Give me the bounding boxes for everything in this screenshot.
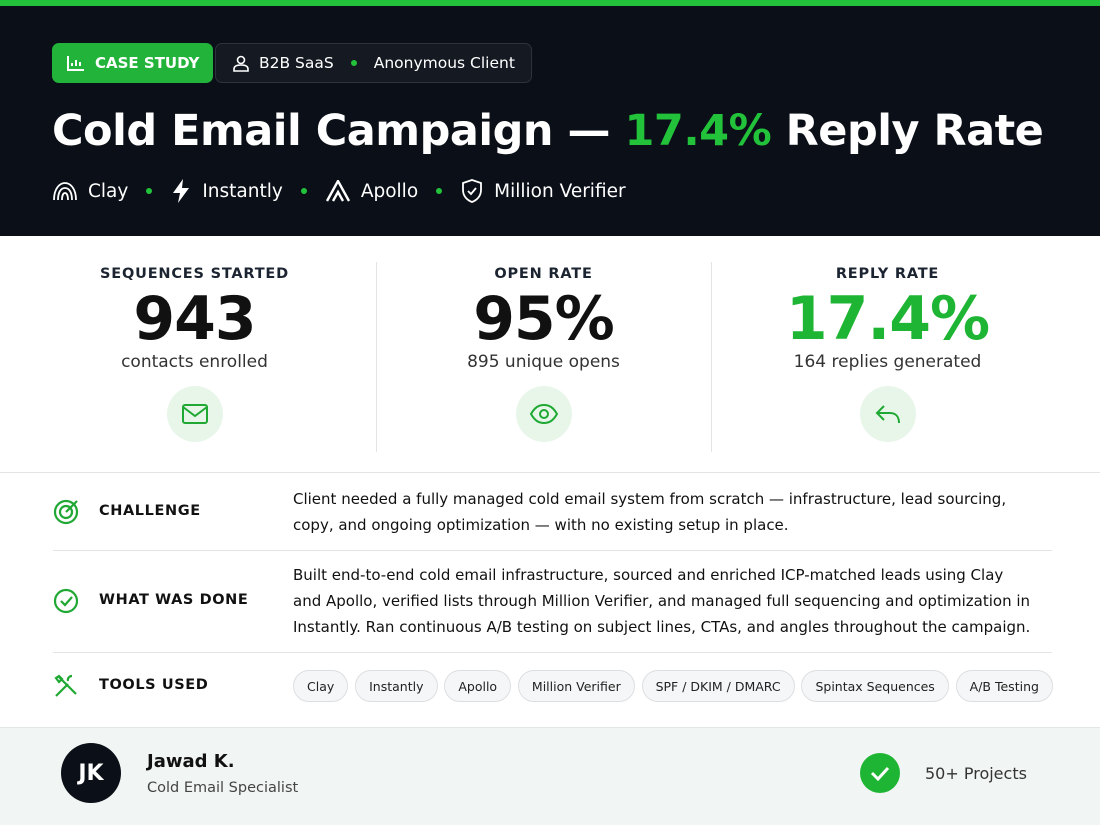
tool-tag: A/B Testing (955, 670, 1053, 702)
project-count: 50+ Projects (925, 764, 1027, 783)
stat-card: OPEN RATE 95% 895 unique opens (376, 236, 711, 472)
divider (53, 550, 1052, 551)
detail-label: TOOLS USED (99, 677, 209, 693)
stat-value: 943 (133, 284, 256, 354)
tool-tag: Apollo (444, 670, 512, 702)
divider (0, 472, 1100, 473)
accent-bar (0, 0, 1100, 6)
verified-icon (860, 753, 900, 793)
tool-tag: SPF / DKIM / DMARC (641, 670, 795, 702)
tool-tag: Clay (293, 670, 349, 702)
tool: Apollo (360, 180, 419, 202)
case-study-badge: CASE STUDY (52, 43, 214, 83)
stat-card: SEQUENCES STARTED 943 contacts enrolled (27, 236, 362, 472)
stat-label: REPLY RATE (835, 266, 940, 282)
tool-row: Clay Instantly Apollo Million Verifier (52, 178, 626, 204)
apollo-icon (325, 180, 350, 202)
detail-label: CHALLENGE (99, 503, 201, 519)
client: Anonymous Client (373, 54, 515, 72)
title-highlight: 17.4% (624, 106, 772, 156)
stat-icon (859, 386, 916, 442)
tool: Clay (88, 180, 129, 202)
stat-icon (166, 386, 223, 442)
tool: Instantly (202, 180, 283, 202)
target-icon (53, 499, 79, 525)
tool-tag: Spintax Sequences (801, 670, 949, 702)
badge-text: CASE STUDY (95, 54, 200, 72)
stat-value: 95% (473, 284, 615, 354)
stat-value: 17.4% (785, 284, 990, 354)
detail-text: Built end-to-end cold email infrastructu… (293, 566, 1031, 636)
title-part: Reply Rate (785, 106, 1044, 156)
tools-icon (54, 674, 77, 697)
clay-icon (53, 182, 77, 201)
detail-label: WHAT WAS DONE (99, 592, 249, 608)
industry: B2B SaaS (259, 54, 334, 72)
author-role: Cold Email Specialist (147, 780, 299, 796)
check-icon (53, 588, 79, 614)
stat-note: 895 unique opens (467, 352, 620, 372)
user-icon (233, 55, 249, 72)
stat-icon (515, 386, 572, 442)
footer (0, 727, 1100, 825)
shield-icon (462, 179, 483, 203)
divider (376, 262, 377, 452)
divider (711, 262, 712, 452)
divider (53, 652, 1052, 653)
tool: Million Verifier (494, 180, 626, 202)
client-pill: B2B SaaS Anonymous Client (215, 43, 532, 83)
tool-tag: Million Verifier (517, 670, 635, 702)
title-part: Cold Email Campaign — (52, 106, 611, 156)
stat-label: SEQUENCES STARTED (100, 266, 289, 282)
tool-tag: Instantly (355, 670, 438, 702)
avatar: JK (61, 743, 121, 803)
stat-card: REPLY RATE 17.4% 164 replies generated (720, 236, 1055, 472)
detail-text: Client needed a fully managed cold email… (293, 490, 1007, 534)
stat-label: OPEN RATE (494, 266, 593, 282)
author-name: Jawad K. (147, 751, 235, 772)
stat-note: contacts enrolled (121, 352, 268, 372)
instantly-icon (173, 179, 190, 203)
tag-list: Clay Instantly Apollo Million Verifier SPF /… (293, 670, 1053, 702)
chart-icon (67, 56, 84, 71)
title: Cold Email Campaign — 17.4% Reply Rate (52, 106, 1044, 156)
stat-note: 164 replies generated (793, 352, 982, 372)
